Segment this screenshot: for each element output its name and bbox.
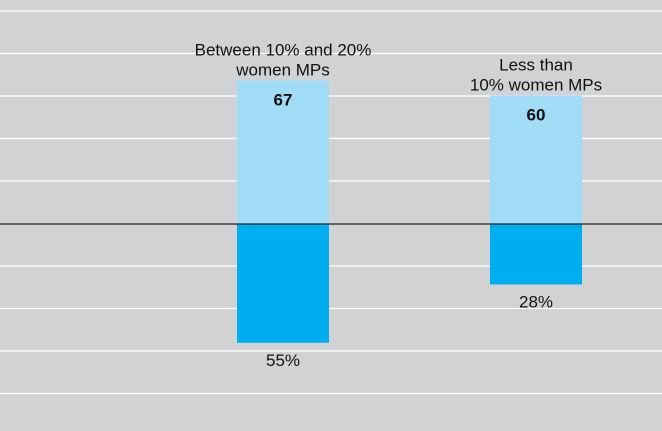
bar-lower-2: [490, 224, 582, 285]
data-label-upper-2: 60: [527, 106, 546, 125]
category-label-1-line-1: Between 10% and 20%: [195, 41, 372, 60]
bar-lower-1: [237, 224, 329, 343]
data-label-lower-1: 55%: [266, 351, 300, 370]
bar-upper-2: [490, 95, 582, 224]
category-label-2-line-1: Less than: [499, 56, 573, 75]
data-label-lower-2: 28%: [519, 292, 553, 311]
bar-upper-1: [237, 80, 329, 225]
category-label-2-line-2: 10% women MPs: [470, 76, 602, 95]
category-label-1-line-2: women MPs: [235, 61, 330, 80]
data-label-upper-1: 67: [274, 91, 293, 110]
